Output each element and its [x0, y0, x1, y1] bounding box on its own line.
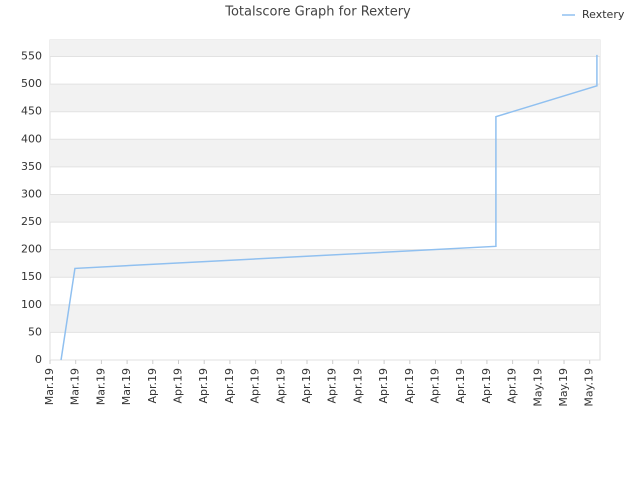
y-tick-label: 100	[21, 298, 42, 311]
x-tick-label: Apr.19	[172, 368, 185, 404]
x-tick-label: Apr.19	[480, 368, 493, 404]
y-tick-label: 150	[21, 270, 42, 283]
series-line	[60, 54, 598, 361]
x-tick-label: Apr.19	[249, 368, 262, 404]
x-tick-label: Apr.19	[326, 368, 339, 404]
x-tick-label: Apr.19	[274, 368, 287, 404]
x-tick-label: Apr.19	[429, 368, 442, 404]
x-tick-label: Mar.19	[69, 368, 82, 405]
grid-band	[50, 84, 600, 112]
x-tick-label: Apr.19	[300, 368, 313, 404]
x-tick-label: May.19	[531, 368, 544, 407]
y-tick-label: 450	[21, 105, 42, 118]
grid-band	[50, 249, 600, 278]
y-tick-label: 300	[21, 187, 42, 200]
chart-title: Totalscore Graph for Rextery	[224, 5, 411, 20]
y-tick-label: 50	[28, 325, 42, 338]
grid-band	[50, 139, 600, 167]
y-tick-label: 350	[21, 160, 42, 173]
x-tick-label: Apr.19	[351, 368, 364, 404]
grid-band	[50, 194, 600, 223]
x-tick-label: Apr.19	[223, 368, 236, 404]
x-tick-label: Mar.19	[94, 368, 107, 405]
x-tick-label: Apr.19	[454, 368, 467, 404]
x-tick-label: Mar.19	[43, 368, 56, 405]
grid-band	[50, 40, 600, 57]
grid-band	[50, 304, 600, 333]
legend-label: Rextery	[582, 8, 625, 21]
y-tick-label: 500	[21, 77, 42, 90]
y-tick-label: 200	[21, 243, 42, 256]
x-tick-label: May.19	[557, 368, 570, 407]
y-tick-label: 0	[35, 353, 42, 366]
x-tick-label: May.19	[583, 368, 596, 407]
x-tick-label: Mar.19	[120, 368, 133, 405]
x-tick-label: Apr.19	[506, 368, 519, 404]
x-tick-label: Apr.19	[146, 368, 159, 404]
y-tick-label: 550	[21, 50, 42, 63]
x-tick-label: Apr.19	[377, 368, 390, 404]
y-tick-label: 250	[21, 215, 42, 228]
y-tick-label: 400	[21, 132, 42, 145]
x-tick-label: Apr.19	[403, 368, 416, 404]
x-tick-label: Apr.19	[197, 368, 210, 404]
